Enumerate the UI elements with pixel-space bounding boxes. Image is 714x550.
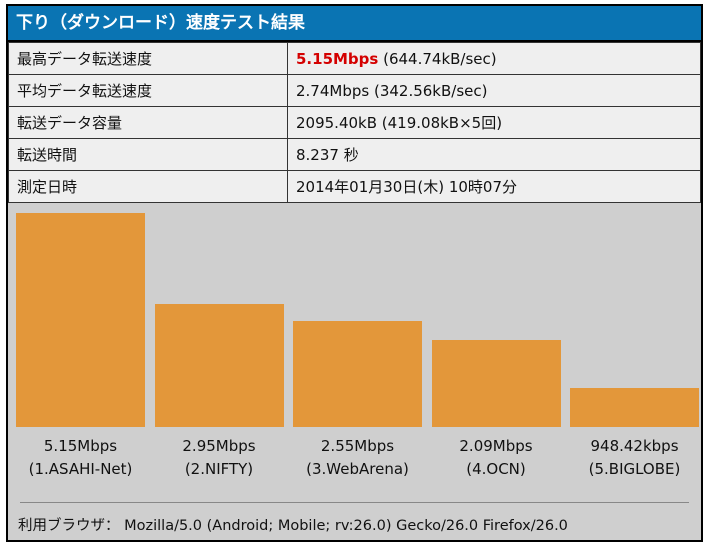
row-value: 2095.40kB (419.08kB×5回) [287, 106, 701, 139]
chart-bar [16, 213, 145, 427]
bar-value-label: 5.15Mbps [43, 437, 118, 455]
table-row: 最高データ転送速度 5.15Mbps (644.74kB/sec) [8, 42, 701, 75]
bar-category-label: (5.BIGLOBE) [588, 460, 681, 478]
page-title: 下り（ダウンロード）速度テスト結果 [8, 6, 701, 42]
row-label: 転送時間 [8, 138, 288, 171]
row-label: 最高データ転送速度 [8, 42, 288, 75]
speed-bar-chart: 5.15Mbps (1.ASAHI-Net) 2.95Mbps (2.NIFTY) 2.… [8, 203, 701, 478]
row-value: 8.237 秒 [287, 138, 701, 171]
speed-test-panel: 下り（ダウンロード）速度テスト結果 最高データ転送速度 5.15Mbps (64… [6, 4, 703, 542]
table-row: 測定日時 2014年01月30日(木) 10時07分 [8, 170, 701, 203]
browser-label: 利用ブラウザ： [18, 518, 120, 534]
chart-bar [431, 340, 561, 427]
table-row: 平均データ転送速度 2.74Mbps (342.56kB/sec) [8, 74, 701, 107]
table-row: 転送時間 8.237 秒 [8, 138, 701, 171]
bar-value-label: 2.09Mbps [459, 437, 533, 455]
row-label: 転送データ容量 [8, 106, 288, 139]
row-value: 2.74Mbps (342.56kB/sec) [287, 74, 701, 107]
browser-info: 利用ブラウザ： Mozilla/5.0 (Android; Mobile; rv… [18, 514, 568, 535]
bar-category-label: (1.ASAHI-Net) [28, 460, 133, 478]
row-label: 測定日時 [8, 170, 288, 203]
table-row: 転送データ容量 2095.40kB (419.08kB×5回) [8, 106, 701, 139]
chart-bar [293, 321, 422, 427]
bar-value-label: 2.55Mbps [320, 437, 395, 455]
bar-category-label: (3.WebArena) [306, 460, 409, 478]
max-speed-detail: (644.74kB/sec) [378, 49, 497, 68]
max-speed-value: 5.15Mbps [296, 49, 379, 68]
result-table: 最高データ転送速度 5.15Mbps (644.74kB/sec) 平均データ転… [8, 42, 701, 203]
bar-value-label: 948.42kbps [590, 437, 679, 455]
bar-category-label: (4.OCN) [466, 460, 526, 478]
bar-category-label: (2.NIFTY) [184, 460, 254, 478]
row-label: 平均データ転送速度 [8, 74, 288, 107]
divider [20, 502, 689, 503]
row-value: 5.15Mbps (644.74kB/sec) [287, 42, 701, 75]
chart-bar [570, 388, 699, 427]
chart-bar [154, 304, 284, 427]
browser-value: Mozilla/5.0 (Android; Mobile; rv:26.0) G… [119, 518, 568, 534]
row-value: 2014年01月30日(木) 10時07分 [287, 170, 701, 203]
bar-value-label: 2.95Mbps [182, 437, 256, 455]
